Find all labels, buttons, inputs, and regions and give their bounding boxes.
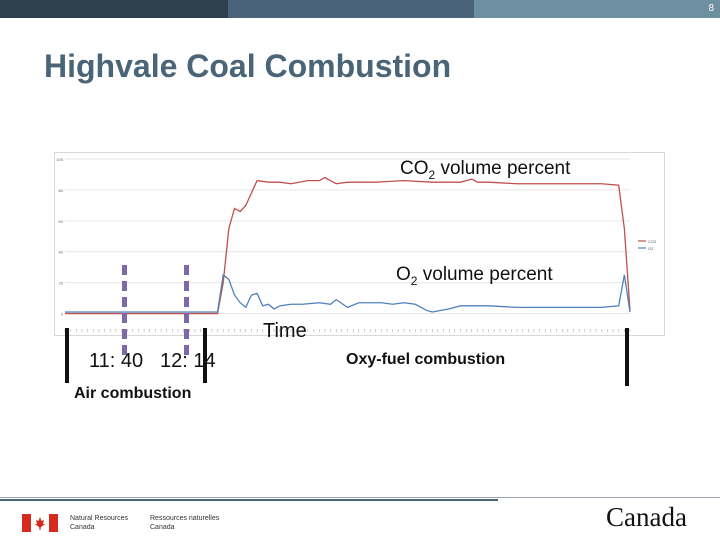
time-axis-label: Time xyxy=(263,320,307,342)
page-title: Highvale Coal Combustion xyxy=(44,48,452,84)
line-chart: 0 20 40 60 80 100 CO2 O2 xyxy=(56,157,657,332)
air-combustion-label: Air combustion xyxy=(74,385,192,402)
o2-annotation: O2 volume percent xyxy=(396,264,553,288)
y-tick-label: 20 xyxy=(59,281,64,286)
legend-label: O2 xyxy=(648,246,654,251)
y-tick-label: 0 xyxy=(61,312,64,317)
legend-label: CO2 xyxy=(648,239,657,244)
oxy-end-bar xyxy=(625,328,629,386)
switch-time-label: 12: 14 xyxy=(160,350,216,372)
co2-annotation: CO2 volume percent xyxy=(400,158,571,182)
series-line-o2 xyxy=(65,273,631,313)
switch-time-marker xyxy=(184,265,189,355)
y-tick-label: 100 xyxy=(56,157,63,162)
y-tick-label: 80 xyxy=(59,188,64,193)
header-bar-segment-1 xyxy=(0,0,228,18)
footer-divider xyxy=(0,497,720,498)
footer-accent xyxy=(0,499,498,501)
start-time-label: 11: 40 xyxy=(89,350,144,372)
slide-number: 8 xyxy=(708,3,714,14)
air-end-bar xyxy=(203,328,207,383)
series-line-co2 xyxy=(65,176,631,315)
department-name-fr: Ressources naturelles Canada xyxy=(150,515,220,531)
air-start-bar xyxy=(65,328,69,383)
canada-wordmark: Canada xyxy=(606,502,687,532)
canada-flag-icon xyxy=(22,514,58,532)
header-bar-segment-2 xyxy=(228,0,474,18)
chart-frame: 0 20 40 60 80 100 CO2 O2 xyxy=(54,152,665,336)
header-bar xyxy=(0,0,720,18)
y-tick-label: 60 xyxy=(59,219,64,224)
header-bar-segment-3 xyxy=(474,0,720,18)
oxy-fuel-label: Oxy-fuel combustion xyxy=(346,351,506,368)
department-name-en: Natural Resources Canada xyxy=(70,515,128,531)
start-time-marker xyxy=(122,265,127,355)
y-tick-label: 40 xyxy=(59,250,64,255)
